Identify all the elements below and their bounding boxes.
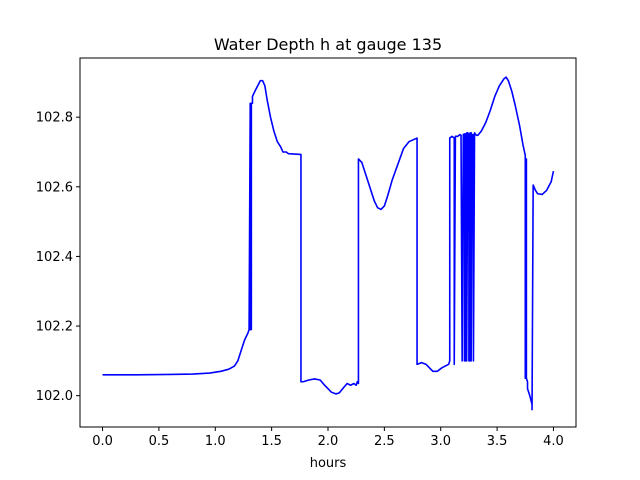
x-tick-label: 2.5 bbox=[374, 434, 395, 449]
x-tick-label: 2.0 bbox=[318, 434, 339, 449]
y-tick-label: 102.2 bbox=[36, 320, 73, 335]
x-tick-label: 3.0 bbox=[430, 434, 451, 449]
x-tick-label: 0.5 bbox=[149, 434, 170, 449]
y-tick-label: 102.4 bbox=[36, 250, 73, 265]
series-line-0 bbox=[102, 76, 555, 411]
x-tick-label: 4.0 bbox=[543, 434, 564, 449]
x-tick-label: 1.5 bbox=[261, 434, 282, 449]
y-tick-label: 102.6 bbox=[36, 180, 73, 195]
x-tick-label: 3.5 bbox=[487, 434, 508, 449]
x-axis: 0.0 0.5 1.0 1.5 2.0 2.5 3.0 3.5 4.0 bbox=[92, 427, 564, 449]
y-axis: 102.0 102.2 102.4 102.6 102.8 bbox=[36, 111, 80, 404]
plot-frame bbox=[79, 57, 577, 428]
x-tick-label: 0.0 bbox=[92, 434, 113, 449]
y-tick-label: 102.8 bbox=[36, 111, 73, 126]
x-tick-label: 1.0 bbox=[205, 434, 226, 449]
x-axis-label: hours bbox=[310, 456, 347, 471]
chart-title: Water Depth h at gauge 135 bbox=[214, 35, 442, 54]
plot-area bbox=[102, 76, 555, 411]
y-tick-label: 102.0 bbox=[36, 389, 73, 404]
